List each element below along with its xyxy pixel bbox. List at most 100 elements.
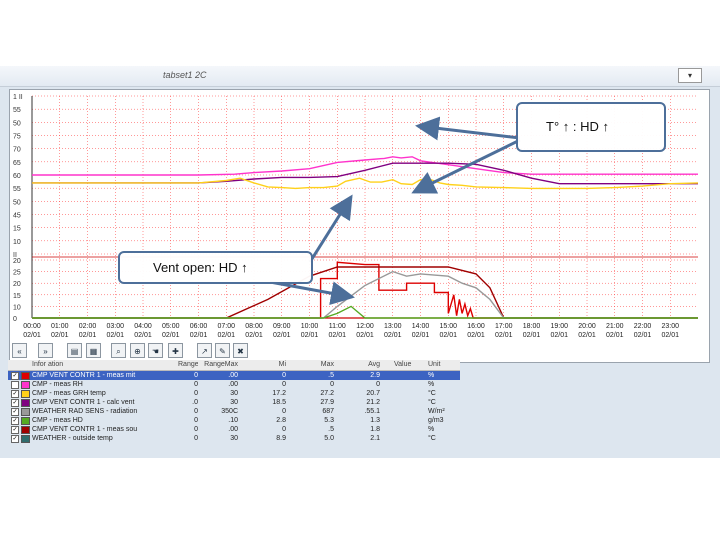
chevron-down-icon: ▾ <box>687 71 692 80</box>
table-header: Infor ation RangeMin RangeMax Mi Max Avg Value… <box>8 360 460 371</box>
chart-add-icon[interactable]: ↗ <box>197 343 212 358</box>
x-tick-label: 00:00 <box>23 323 41 330</box>
grid-icon[interactable]: ▦ <box>86 343 101 358</box>
series-line-3 <box>32 261 698 319</box>
series-color-swatch[interactable] <box>21 399 30 407</box>
x-tick-label: 13:00 <box>384 323 402 330</box>
cell-rmin: 0 <box>194 390 198 397</box>
series-line-6 <box>32 305 698 319</box>
visibility-checkbox[interactable]: ✓ <box>11 417 19 425</box>
x-tick-label: 06:00 <box>190 323 208 330</box>
cell-unit: g/m3 <box>428 417 444 424</box>
cell-name: CMP VENT CONTR 1 - meas sou <box>32 426 138 433</box>
cell-rmin: 0 <box>194 426 198 433</box>
visibility-checkbox[interactable]: ✓ <box>11 426 19 434</box>
arrow-to-rh-peak <box>415 116 521 141</box>
column-header[interactable]: Max <box>320 361 334 368</box>
visibility-checkbox[interactable]: ✓ <box>11 435 19 443</box>
chart-edit-icon[interactable]: ✎ <box>215 343 230 358</box>
cell-min: 2.8 <box>276 417 286 424</box>
title-bar: tabset1 2C ▾ <box>0 66 720 87</box>
x-tick-label: 18:00 <box>523 323 541 330</box>
table-row[interactable]: ✓ CMP - meas HD 0 .10 2.8 5.3 1.3 g/m3 <box>8 416 460 425</box>
series-line-1 <box>32 162 698 185</box>
series-color-swatch[interactable] <box>21 408 30 416</box>
table-row[interactable]: ✓ WEATHER RAD SENS - radiation 0 350C 0 687 .5… <box>8 407 460 416</box>
column-header[interactable]: Value <box>394 361 412 368</box>
cell-rmax: .00 <box>228 426 238 433</box>
chart-delete-icon[interactable]: ✖ <box>233 343 248 358</box>
column-header[interactable]: Avg <box>368 361 380 368</box>
series-color-swatch[interactable] <box>21 381 30 389</box>
column-header[interactable]: Infor ation <box>32 361 64 368</box>
cell-rmax: .10 <box>228 417 238 424</box>
series-color-swatch[interactable] <box>21 417 30 425</box>
y-tick-label: 75 <box>13 134 21 141</box>
table-row[interactable]: ✓ CMP VENT CONTR 1 - calc vent .0 30 18.5 27.… <box>8 398 460 407</box>
column-header[interactable]: RangeMin <box>178 361 198 368</box>
x-date-label: 02/01 <box>550 332 568 339</box>
zoom-in-icon[interactable]: ⊕ <box>130 343 145 358</box>
cell-avg: .55.1 <box>364 408 380 415</box>
y-tick-label: 10 <box>13 239 21 246</box>
cell-avg: 21.2 <box>366 399 380 406</box>
y-tick-label: 20 <box>13 281 21 288</box>
series-line-2 <box>32 177 699 190</box>
series-color-swatch[interactable] <box>21 435 30 443</box>
table-row[interactable]: ✓ CMP - meas GRH temp 0 30 17.2 27.2 20.7 °C <box>8 389 460 398</box>
table-row[interactable]: ✓ CMP VENT CONTR 1 - meas mit 0 .00 0 .5 2.9% <box>8 371 460 380</box>
cell-avg: 2.1 <box>370 435 380 442</box>
x-tick-label: 05:00 <box>162 323 180 330</box>
visibility-checkbox[interactable]: ✓ <box>11 390 19 398</box>
cross-icon[interactable]: ✚ <box>168 343 183 358</box>
x-tick-label: 21:00 <box>606 323 624 330</box>
x-date-label: 02/01 <box>273 332 291 339</box>
chart-icon[interactable]: ▤ <box>67 343 82 358</box>
y-tick-label: 1 II <box>13 94 23 101</box>
hand-icon[interactable]: ☚ <box>148 343 163 358</box>
x-date-label: 02/01 <box>384 332 402 339</box>
cell-rmax: .00 <box>228 372 238 379</box>
column-header[interactable]: Mi <box>278 361 286 368</box>
column-header[interactable]: RangeMax <box>204 361 238 368</box>
cell-rmax: 350C <box>221 408 238 415</box>
cell-rmin: 0 <box>194 408 198 415</box>
visibility-checkbox[interactable]: ✓ <box>11 372 19 380</box>
scroll-right-button[interactable]: » <box>38 343 53 358</box>
y-tick-label: 15 <box>13 226 21 233</box>
x-tick-label: 08:00 <box>245 323 263 330</box>
visibility-checkbox[interactable]: ✓ <box>11 408 19 416</box>
series-color-swatch[interactable] <box>21 372 30 380</box>
cell-min: 0 <box>282 381 286 388</box>
y-tick-label: 10 <box>13 304 21 311</box>
table-row[interactable]: ✓ WEATHER - outside temp 0 30 8.9 5.0 2.1 °C <box>8 434 460 443</box>
cell-rmin: 0 <box>194 372 198 379</box>
scroll-left-button[interactable]: « <box>12 343 27 358</box>
series-color-swatch[interactable] <box>21 426 30 434</box>
view-dropdown[interactable]: ▾ <box>678 68 702 83</box>
y-tick-label: 60 <box>13 173 21 180</box>
cell-min: 0 <box>282 408 286 415</box>
cell-max: .5 <box>328 372 334 379</box>
y-tick-label: 50 <box>13 199 21 206</box>
cell-max: .5 <box>328 426 334 433</box>
series-color-swatch[interactable] <box>21 390 30 398</box>
cell-avg: 20.7 <box>366 390 380 397</box>
y-tick-label: II <box>13 252 17 259</box>
y-tick-label: 45 <box>13 213 21 220</box>
x-date-label: 02/01 <box>23 332 41 339</box>
visibility-checkbox[interactable]: ✓ <box>11 399 19 407</box>
series-line-4 <box>32 266 698 319</box>
table-row[interactable]: CMP - meas RH 0 .00 0 0 0% <box>8 380 460 389</box>
cell-name: CMP - meas GRH temp <box>32 390 106 397</box>
visibility-checkbox[interactable] <box>11 381 19 389</box>
table-row[interactable]: ✓ CMP VENT CONTR 1 - meas sou 0 .00 0 .5 1.8% <box>8 425 460 434</box>
cell-unit: % <box>428 426 435 433</box>
y-tick-label: 0 <box>13 316 17 323</box>
column-header[interactable]: Unit <box>428 361 441 368</box>
x-date-label: 02/01 <box>439 332 457 339</box>
zoom-icon[interactable]: ⌕ <box>111 343 126 358</box>
cell-min: 8.9 <box>276 435 286 442</box>
y-tick-label: 70 <box>13 147 21 154</box>
cell-rmax: 30 <box>230 399 238 406</box>
